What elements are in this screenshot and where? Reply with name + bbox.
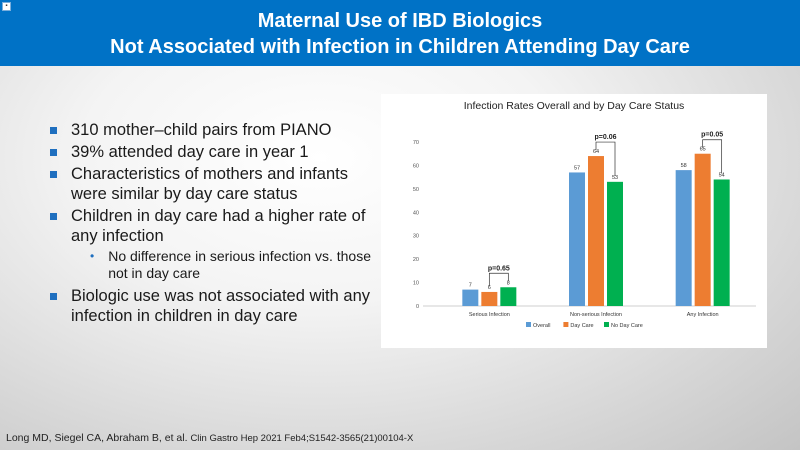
p-value-label: p=0.65	[488, 265, 510, 272]
square-bullet-icon	[50, 127, 57, 134]
p-value-label: p=0.05	[701, 132, 723, 139]
citation-journal: Clin Gastro Hep 2021 Feb4;S1542-3565(21)…	[190, 433, 414, 444]
bar-day-care	[481, 291, 498, 306]
bar-no-day-care	[500, 287, 517, 306]
legend-swatch	[526, 322, 531, 327]
y-tick-label: 60	[413, 163, 419, 169]
bullet-text: Characteristics of mothers and infants w…	[71, 165, 348, 203]
bullet-item: 310 mother–child pairs from PIANO	[50, 120, 380, 140]
legend-swatch	[563, 322, 569, 327]
legend-label: Overall	[533, 323, 550, 329]
bar-overall	[462, 289, 479, 306]
data-label: 7	[469, 283, 472, 289]
y-tick-label: 20	[413, 257, 419, 263]
legend-swatch	[604, 322, 609, 327]
bullet-text: 39% attended day care in year 1	[71, 143, 309, 161]
data-label: 57	[574, 165, 580, 171]
square-bullet-icon	[50, 213, 57, 220]
infection-rate-chart: Infection Rates Overall and by Day Care …	[413, 100, 756, 329]
bullet-item: 39% attended day care in year 1	[50, 142, 380, 162]
data-label: 53	[612, 175, 618, 181]
bullet-item: Characteristics of mothers and infants w…	[50, 164, 380, 204]
sub-bullet-item: • No difference in serious infection vs.…	[90, 248, 380, 282]
bar-overall	[569, 172, 585, 306]
y-tick-label: 10	[413, 281, 419, 287]
bar-no-day-care	[713, 179, 730, 306]
y-tick-label: 70	[413, 140, 419, 146]
slide-title-line1: Maternal Use of IBD Biologics	[257, 10, 543, 32]
bullet-text: 310 mother–child pairs from PIANO	[71, 121, 332, 139]
bar-no-day-care	[607, 181, 623, 306]
bullet-list: 310 mother–child pairs from PIANO 39% at…	[50, 120, 380, 328]
y-tick-label: 30	[413, 234, 419, 240]
bullet-text: Children in day care had a higher rate o…	[71, 207, 366, 245]
y-tick-label: 0	[416, 304, 419, 310]
square-bullet-icon	[50, 149, 57, 156]
data-label: 65	[700, 147, 706, 153]
slide-icon: ▪	[2, 2, 11, 11]
significance-bracket	[595, 141, 616, 176]
chart-panel: Infection Rates Overall and by Day Care …	[381, 94, 767, 348]
legend-label: No Day Care	[611, 323, 643, 329]
square-bullet-icon	[50, 293, 57, 300]
significance-bracket	[488, 272, 509, 286]
bar-day-care	[588, 156, 604, 306]
y-tick-label: 50	[413, 187, 419, 193]
p-value-label: p=0.06	[595, 134, 617, 141]
data-label: 54	[719, 172, 725, 178]
significance-bracket	[702, 139, 723, 174]
slide-title-line2: Not Associated with Infection in Childre…	[110, 36, 690, 58]
x-tick-label: Any Infection	[687, 312, 719, 318]
square-bullet-icon	[50, 171, 57, 178]
chart-title: Infection Rates Overall and by Day Care …	[464, 100, 685, 112]
data-label: 58	[681, 163, 687, 169]
data-label: 8	[507, 280, 510, 286]
x-tick-label: Serious Infection	[469, 312, 510, 318]
bullet-item: Children in day care had a higher rate o…	[50, 206, 380, 246]
x-tick-label: Non-serious Infection	[570, 312, 622, 318]
y-tick-label: 40	[413, 210, 419, 216]
bullet-text: Biologic use was not associated with any…	[71, 287, 370, 325]
bullet-item: Biologic use was not associated with any…	[50, 286, 380, 326]
citation-footnote: Long MD, Siegel CA, Abraham B, et al. Cl…	[6, 432, 413, 444]
round-bullet-icon: •	[90, 249, 95, 263]
bar-day-care	[694, 153, 711, 306]
data-label: 6	[488, 285, 491, 291]
sub-bullet-text: No difference in serious infection vs. t…	[108, 248, 371, 281]
legend-label: Day Care	[570, 323, 593, 329]
data-label: 64	[593, 149, 599, 155]
title-bar: ▪ Maternal Use of IBD Biologics Not Asso…	[0, 0, 800, 66]
citation-authors: Long MD, Siegel CA, Abraham B, et al.	[6, 432, 188, 444]
bar-overall	[675, 170, 692, 306]
